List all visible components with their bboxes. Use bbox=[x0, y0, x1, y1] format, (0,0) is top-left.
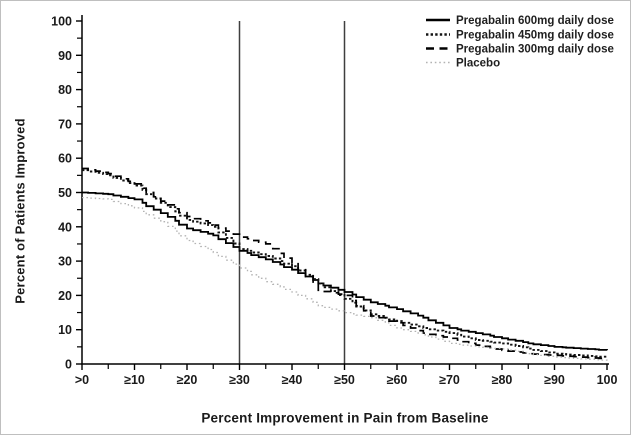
y-tick-label: 40 bbox=[58, 220, 72, 234]
x-tick-label: ≥10 bbox=[124, 373, 145, 387]
y-tick-label: 60 bbox=[58, 152, 72, 166]
y-tick-label: 80 bbox=[58, 83, 72, 97]
legend-label-pregabalin-450mg-daily-dose: Pregabalin 450mg daily dose bbox=[456, 30, 614, 42]
x-tick-label: ≥50 bbox=[334, 373, 355, 387]
series-line-pregabalin-300mg-daily-dose bbox=[82, 167, 608, 360]
x-tick-label: ≥20 bbox=[177, 373, 198, 387]
x-axis-title: Percent Improvement in Pain from Baselin… bbox=[201, 410, 489, 426]
x-tick-label: ≥80 bbox=[492, 373, 513, 387]
x-tick-label: ≥40 bbox=[282, 373, 303, 387]
x-tick-label: ≥90 bbox=[544, 373, 565, 387]
series-line-pregabalin-450mg-daily-dose bbox=[82, 169, 608, 358]
y-tick-label: 0 bbox=[65, 358, 72, 372]
y-tick-label: 70 bbox=[58, 117, 72, 131]
legend-label-pregabalin-600mg-daily-dose: Pregabalin 600mg daily dose bbox=[456, 15, 614, 27]
x-tick-label: 100 bbox=[597, 373, 618, 387]
y-tick-label: 10 bbox=[58, 323, 72, 337]
legend-label-placebo: Placebo bbox=[456, 58, 500, 70]
x-tick-label: ≥60 bbox=[387, 373, 408, 387]
y-axis-title: Percent of Patients Improved bbox=[12, 118, 28, 304]
series-line-pregabalin-600mg-daily-dose bbox=[82, 191, 608, 351]
y-tick-label: 30 bbox=[58, 255, 72, 269]
x-tick-label: ≥70 bbox=[439, 373, 460, 387]
legend-label-pregabalin-300mg-daily-dose: Pregabalin 300mg daily dose bbox=[456, 44, 614, 56]
series-line-placebo bbox=[82, 196, 608, 361]
y-tick-label: 50 bbox=[58, 186, 72, 200]
x-tick-label: ≥30 bbox=[229, 373, 250, 387]
y-tick-label: 100 bbox=[51, 15, 72, 29]
y-tick-label: 20 bbox=[58, 289, 72, 303]
x-tick-label: >0 bbox=[75, 373, 89, 387]
y-tick-label: 90 bbox=[58, 49, 72, 63]
